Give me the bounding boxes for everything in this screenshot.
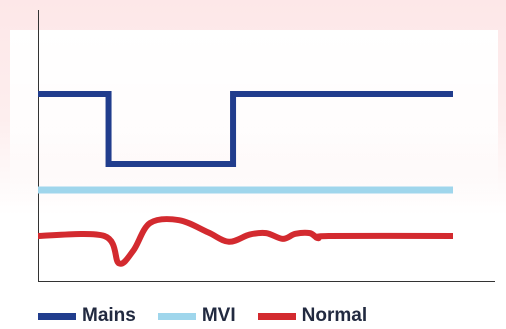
legend-label-mvi: MVI xyxy=(201,305,236,326)
legend-swatch-normal xyxy=(257,312,296,320)
plot-panel xyxy=(10,30,498,202)
series-normal xyxy=(37,216,454,267)
legend-item-mains: Mains xyxy=(38,304,136,328)
legend-item-mvi: MVI xyxy=(157,304,236,328)
legend-label-normal: Normal xyxy=(301,305,368,326)
legend-item-normal: Normal xyxy=(257,304,368,328)
series-layer xyxy=(37,91,454,267)
legend-label-mains: Mains xyxy=(82,305,136,326)
series-mains xyxy=(38,91,453,167)
legend: Mains MVI Normal xyxy=(38,304,389,328)
legend-swatch-mains xyxy=(38,312,76,320)
legend-swatch-mvi xyxy=(157,312,196,320)
